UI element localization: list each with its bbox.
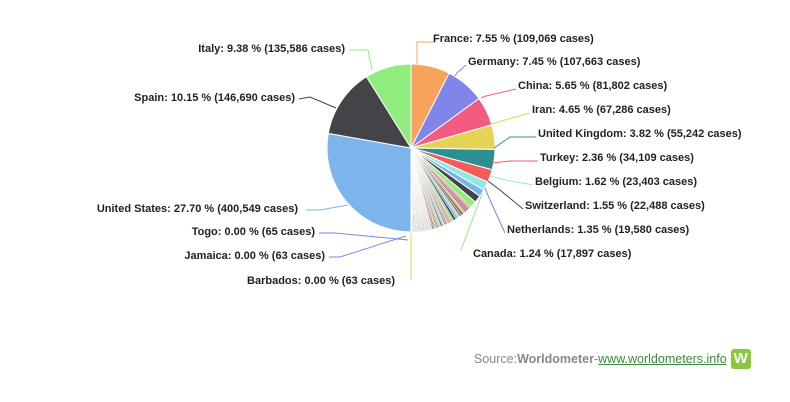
pie-slice-spain[interactable] (327, 76, 413, 149)
connector-france (416, 41, 435, 64)
worldometer-logo-icon: W (730, 349, 751, 369)
connector-switzerland (487, 180, 524, 210)
connector-togo (319, 232, 409, 241)
source-link[interactable]: www.worldometers.info (598, 352, 727, 366)
connector-italy (349, 49, 373, 71)
connector-belgium (489, 175, 534, 186)
pie-slices (326, 63, 496, 233)
connector-united-kingdom (493, 136, 536, 149)
label-china: China: 5.65 % (81,802 cases) (518, 80, 668, 92)
label-france: France: 7.55 % (109,069 cases) (433, 33, 594, 45)
label-iran: Iran: 4.65 % (67,286 cases) (532, 104, 671, 116)
source-credit: Source: Worldometer - www.worldometers.i… (474, 349, 751, 369)
connector-turkey (491, 160, 538, 164)
small-slices-group (410, 147, 471, 233)
connector-canada (460, 192, 483, 251)
label-jamaica: Jamaica: 0.00 % (63 cases) (184, 250, 325, 262)
source-separator: - (593, 352, 599, 366)
pie-slice-united-states[interactable] (326, 132, 412, 233)
source-brand: Worldometer (517, 352, 594, 366)
label-united-states: United States: 27.70 % (400,549 cases) (97, 203, 299, 215)
connector-china (480, 88, 517, 99)
connector-united-states (306, 204, 349, 211)
connector-spain (298, 96, 337, 109)
label-turkey: Turkey: 2.36 % (34,109 cases) (540, 152, 694, 164)
connector-jamaica (329, 235, 407, 258)
pie-slice-other[interactable] (410, 147, 413, 233)
connector-netherlands (484, 187, 506, 234)
data-labels: United States: 27.70 % (400,549 cases) Sp… (97, 33, 742, 287)
label-united-kingdom: United Kingdom: 3.82 % (55,242 cases) (538, 128, 742, 140)
label-canada: Canada: 1.24 % (17,897 cases) (473, 248, 632, 260)
label-switzerland: Switzerland: 1.55 % (22,488 cases) (525, 200, 705, 212)
label-spain: Spain: 10.15 % (146,690 cases) (134, 92, 295, 104)
connector-lines (298, 41, 538, 280)
label-italy: Italy: 9.38 % (135,586 cases) (198, 43, 345, 55)
label-germany: Germany: 7.45 % (107,663 cases) (468, 56, 641, 68)
connector-germany (454, 64, 467, 77)
source-prefix: Source: (474, 352, 518, 366)
label-netherlands: Netherlands: 1.35 % (19,580 cases) (507, 224, 690, 236)
connector-iran (490, 112, 531, 125)
label-barbados: Barbados: 0.00 % (63 cases) (247, 275, 395, 287)
label-belgium: Belgium: 1.62 % (23,403 cases) (535, 176, 697, 188)
label-togo: Togo: 0.00 % (65 cases) (192, 226, 316, 238)
